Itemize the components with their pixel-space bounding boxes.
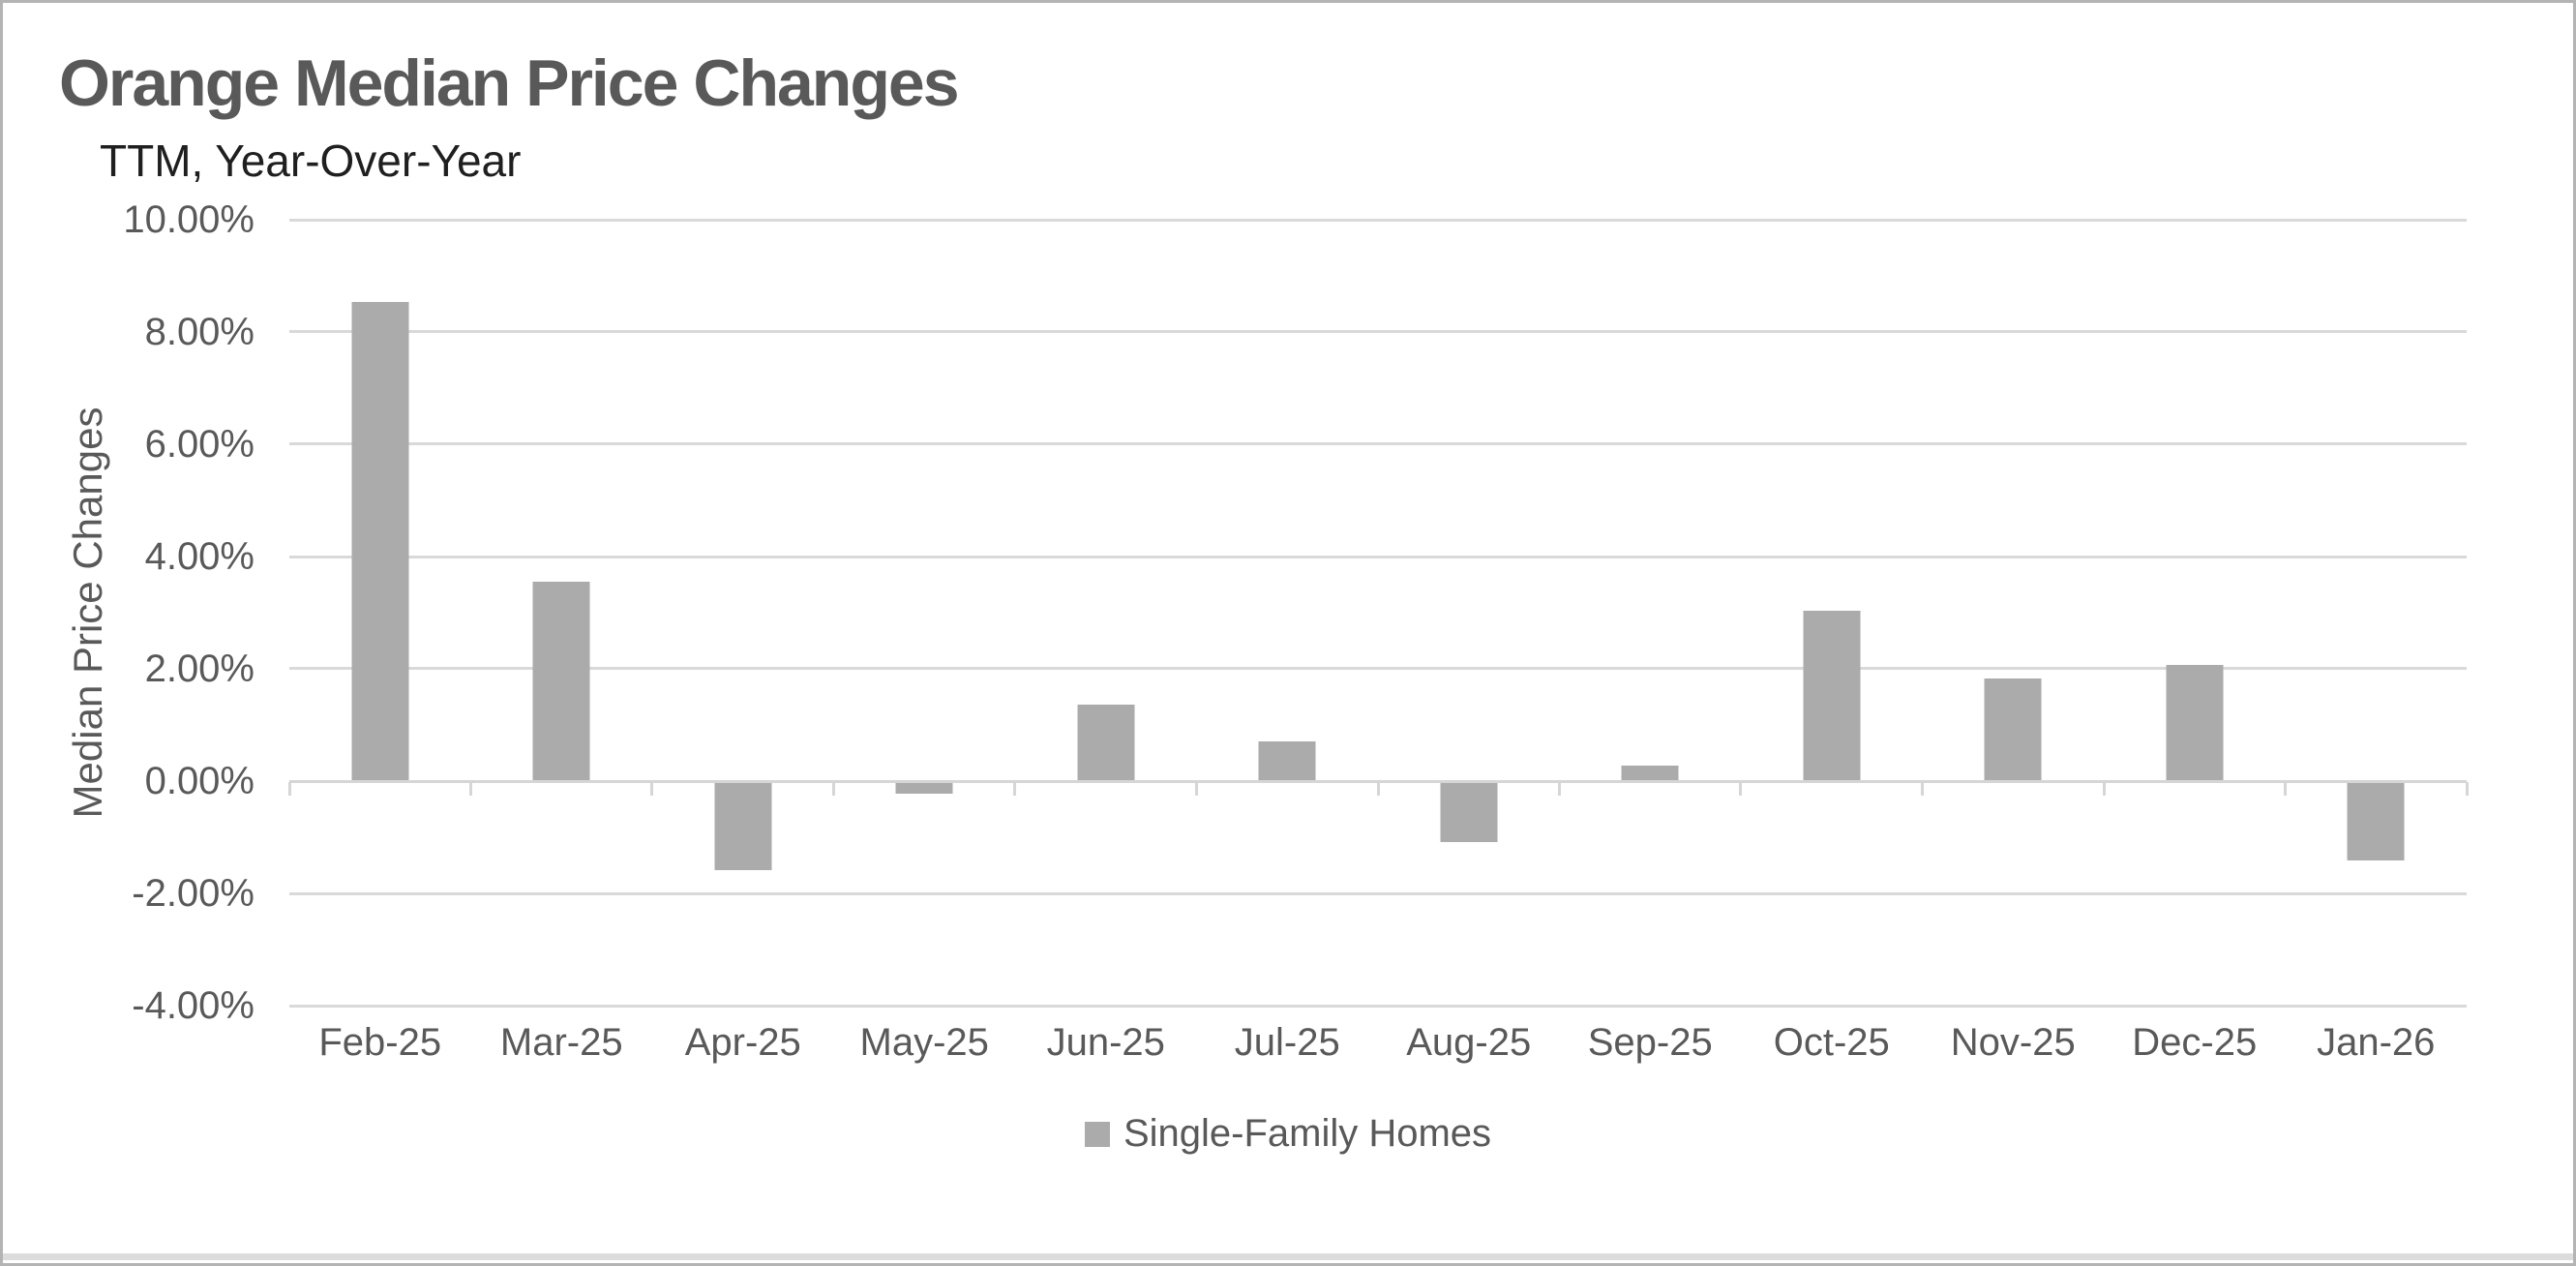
x-axis-tick xyxy=(2284,782,2287,796)
bar-Jan-26 xyxy=(2347,781,2405,861)
bar-Oct-25 xyxy=(1803,610,1861,781)
x-tick-label-Oct-25: Oct-25 xyxy=(1773,1021,1890,1064)
x-axis-tick xyxy=(1739,782,1743,796)
gridline-2.00% xyxy=(289,667,2467,671)
frame-bottom-edge xyxy=(3,1253,2573,1260)
chart-title: Orange Median Price Changes xyxy=(59,46,960,120)
legend-swatch-single-family-homes xyxy=(1084,1121,1110,1147)
x-tick-label-Dec-25: Dec-25 xyxy=(2132,1021,2258,1064)
x-tick-label-Sep-25: Sep-25 xyxy=(1587,1021,1713,1064)
legend-label: Single-Family Homes xyxy=(1123,1112,1492,1155)
y-tick-label: 4.00% xyxy=(144,535,255,578)
bar-Mar-25 xyxy=(532,582,590,781)
bar-Sep-25 xyxy=(1621,766,1679,781)
x-tick-label-Jul-25: Jul-25 xyxy=(1234,1021,1340,1064)
plot-area xyxy=(287,218,2469,1008)
gridline--4.00% xyxy=(289,1004,2467,1008)
x-tick-label-Mar-25: Mar-25 xyxy=(499,1021,623,1064)
y-tick-label: -2.00% xyxy=(132,872,255,915)
x-axis-line xyxy=(289,779,2467,783)
gridline--2.00% xyxy=(289,891,2467,895)
bar-Jul-25 xyxy=(1258,740,1316,781)
x-axis-tick xyxy=(1376,782,1380,796)
x-tick-label-Aug-25: Aug-25 xyxy=(1406,1021,1532,1064)
x-axis-tick xyxy=(468,782,472,796)
x-tick-label-Apr-25: Apr-25 xyxy=(684,1021,801,1064)
gridline-8.00% xyxy=(289,330,2467,334)
bar-Aug-25 xyxy=(1440,781,1498,842)
y-tick-label: 2.00% xyxy=(144,648,255,690)
gridline-6.00% xyxy=(289,442,2467,446)
x-axis-tick xyxy=(287,782,291,796)
bar-Apr-25 xyxy=(714,781,772,870)
bar-May-25 xyxy=(895,781,953,794)
gridline-10.00% xyxy=(289,218,2467,222)
bar-Dec-25 xyxy=(2166,664,2224,781)
bar-Feb-25 xyxy=(351,302,409,781)
legend: Single-Family Homes xyxy=(3,1112,2573,1156)
x-tick-label-Feb-25: Feb-25 xyxy=(318,1021,442,1064)
x-axis-tick xyxy=(832,782,835,796)
x-tick-label-Jan-26: Jan-26 xyxy=(2317,1021,2436,1064)
y-axis-title: Median Price Changes xyxy=(65,407,110,819)
chart-subtitle: TTM, Year-Over-Year xyxy=(100,136,522,186)
y-tick-label: 6.00% xyxy=(144,423,255,466)
x-tick-label-Jun-25: Jun-25 xyxy=(1046,1021,1165,1064)
x-tick-label-Nov-25: Nov-25 xyxy=(1950,1021,2076,1064)
bar-Nov-25 xyxy=(1984,678,2042,781)
gridline-4.00% xyxy=(289,555,2467,558)
x-axis-tick xyxy=(1558,782,1561,796)
x-axis-tick xyxy=(2102,782,2106,796)
y-tick-label: 0.00% xyxy=(144,760,255,802)
y-tick-label: 10.00% xyxy=(123,198,255,241)
x-axis-tick xyxy=(650,782,654,796)
x-axis-tick xyxy=(1195,782,1198,796)
x-axis-tick xyxy=(1013,782,1017,796)
y-tick-label: -4.00% xyxy=(132,984,255,1027)
x-axis-tick xyxy=(2465,782,2469,796)
bar-Jun-25 xyxy=(1077,705,1135,781)
x-tick-label-May-25: May-25 xyxy=(859,1021,989,1064)
y-tick-label: 8.00% xyxy=(144,311,255,353)
x-axis-tick xyxy=(1921,782,1924,796)
